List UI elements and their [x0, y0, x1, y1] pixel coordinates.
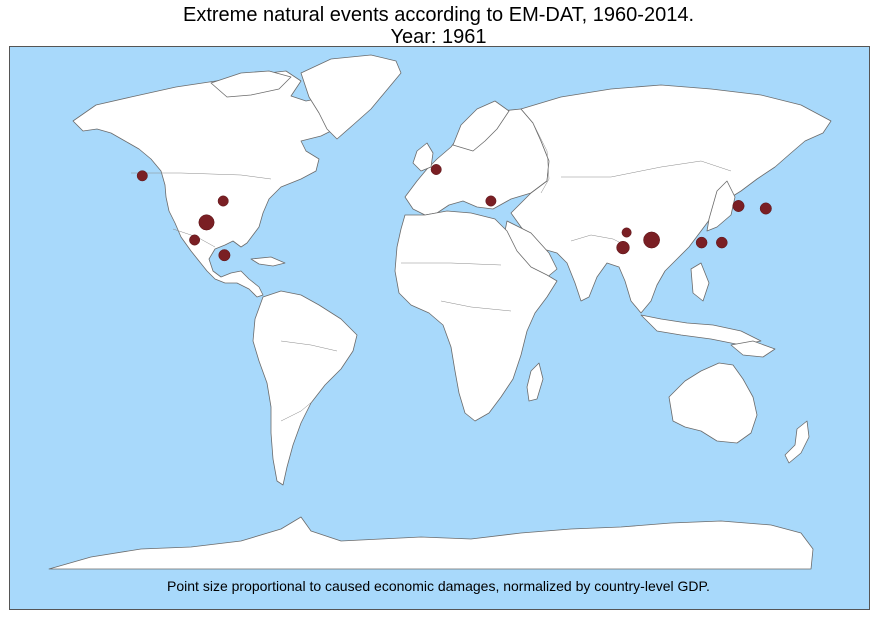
- event-marker: [759, 202, 772, 215]
- landmass-new-guinea: [730, 340, 776, 358]
- title-line-2: Year: 1961: [390, 26, 487, 48]
- event-marker: [616, 240, 630, 255]
- border-sahara: [401, 262, 502, 266]
- event-marker: [716, 236, 728, 249]
- border-russia-west: [532, 122, 550, 194]
- event-marker: [198, 214, 215, 231]
- border-central-africa: [440, 300, 512, 312]
- event-marker: [189, 234, 201, 246]
- event-marker: [430, 164, 442, 175]
- landmass-australia: [668, 362, 758, 444]
- event-marker: [218, 249, 231, 262]
- event-marker: [643, 231, 660, 249]
- landmass-antarctica: [48, 516, 814, 570]
- event-marker: [485, 195, 497, 207]
- landmass-south-america: [252, 290, 358, 486]
- border-russia-china: [561, 160, 732, 178]
- title-line-1: Extreme natural events according to EM-D…: [183, 4, 694, 26]
- landmass-british-isles: [412, 142, 434, 172]
- world-map: [9, 46, 870, 610]
- landmass-philippines: [690, 262, 710, 302]
- event-marker: [621, 227, 632, 238]
- event-marker: [695, 236, 708, 249]
- landmass-arctic-islands: [210, 70, 292, 98]
- landmass-africa: [394, 210, 558, 422]
- event-marker: [217, 195, 229, 207]
- landmass-greenland: [300, 54, 402, 140]
- landmass-north-america: [72, 70, 347, 298]
- landmass-asia: [510, 84, 832, 314]
- landmass-southeast-asia-islands: [640, 314, 762, 346]
- chart-title: Extreme natural events according to EM-D…: [0, 4, 877, 48]
- event-marker: [136, 170, 148, 182]
- map-caption: Point size proportional to caused econom…: [167, 578, 710, 594]
- landmass-new-zealand: [784, 420, 810, 464]
- world-map-svg: [48, 54, 832, 570]
- border-brazil: [280, 340, 338, 352]
- border-argentina: [280, 400, 314, 422]
- event-marker: [732, 200, 745, 212]
- border-us-canada: [131, 172, 272, 180]
- landmass-caribbean: [250, 256, 286, 267]
- event-markers: [136, 164, 772, 262]
- landmass-scandinavia: [452, 100, 510, 152]
- landmass-japan: [706, 180, 736, 232]
- landmass-madagascar: [526, 362, 544, 402]
